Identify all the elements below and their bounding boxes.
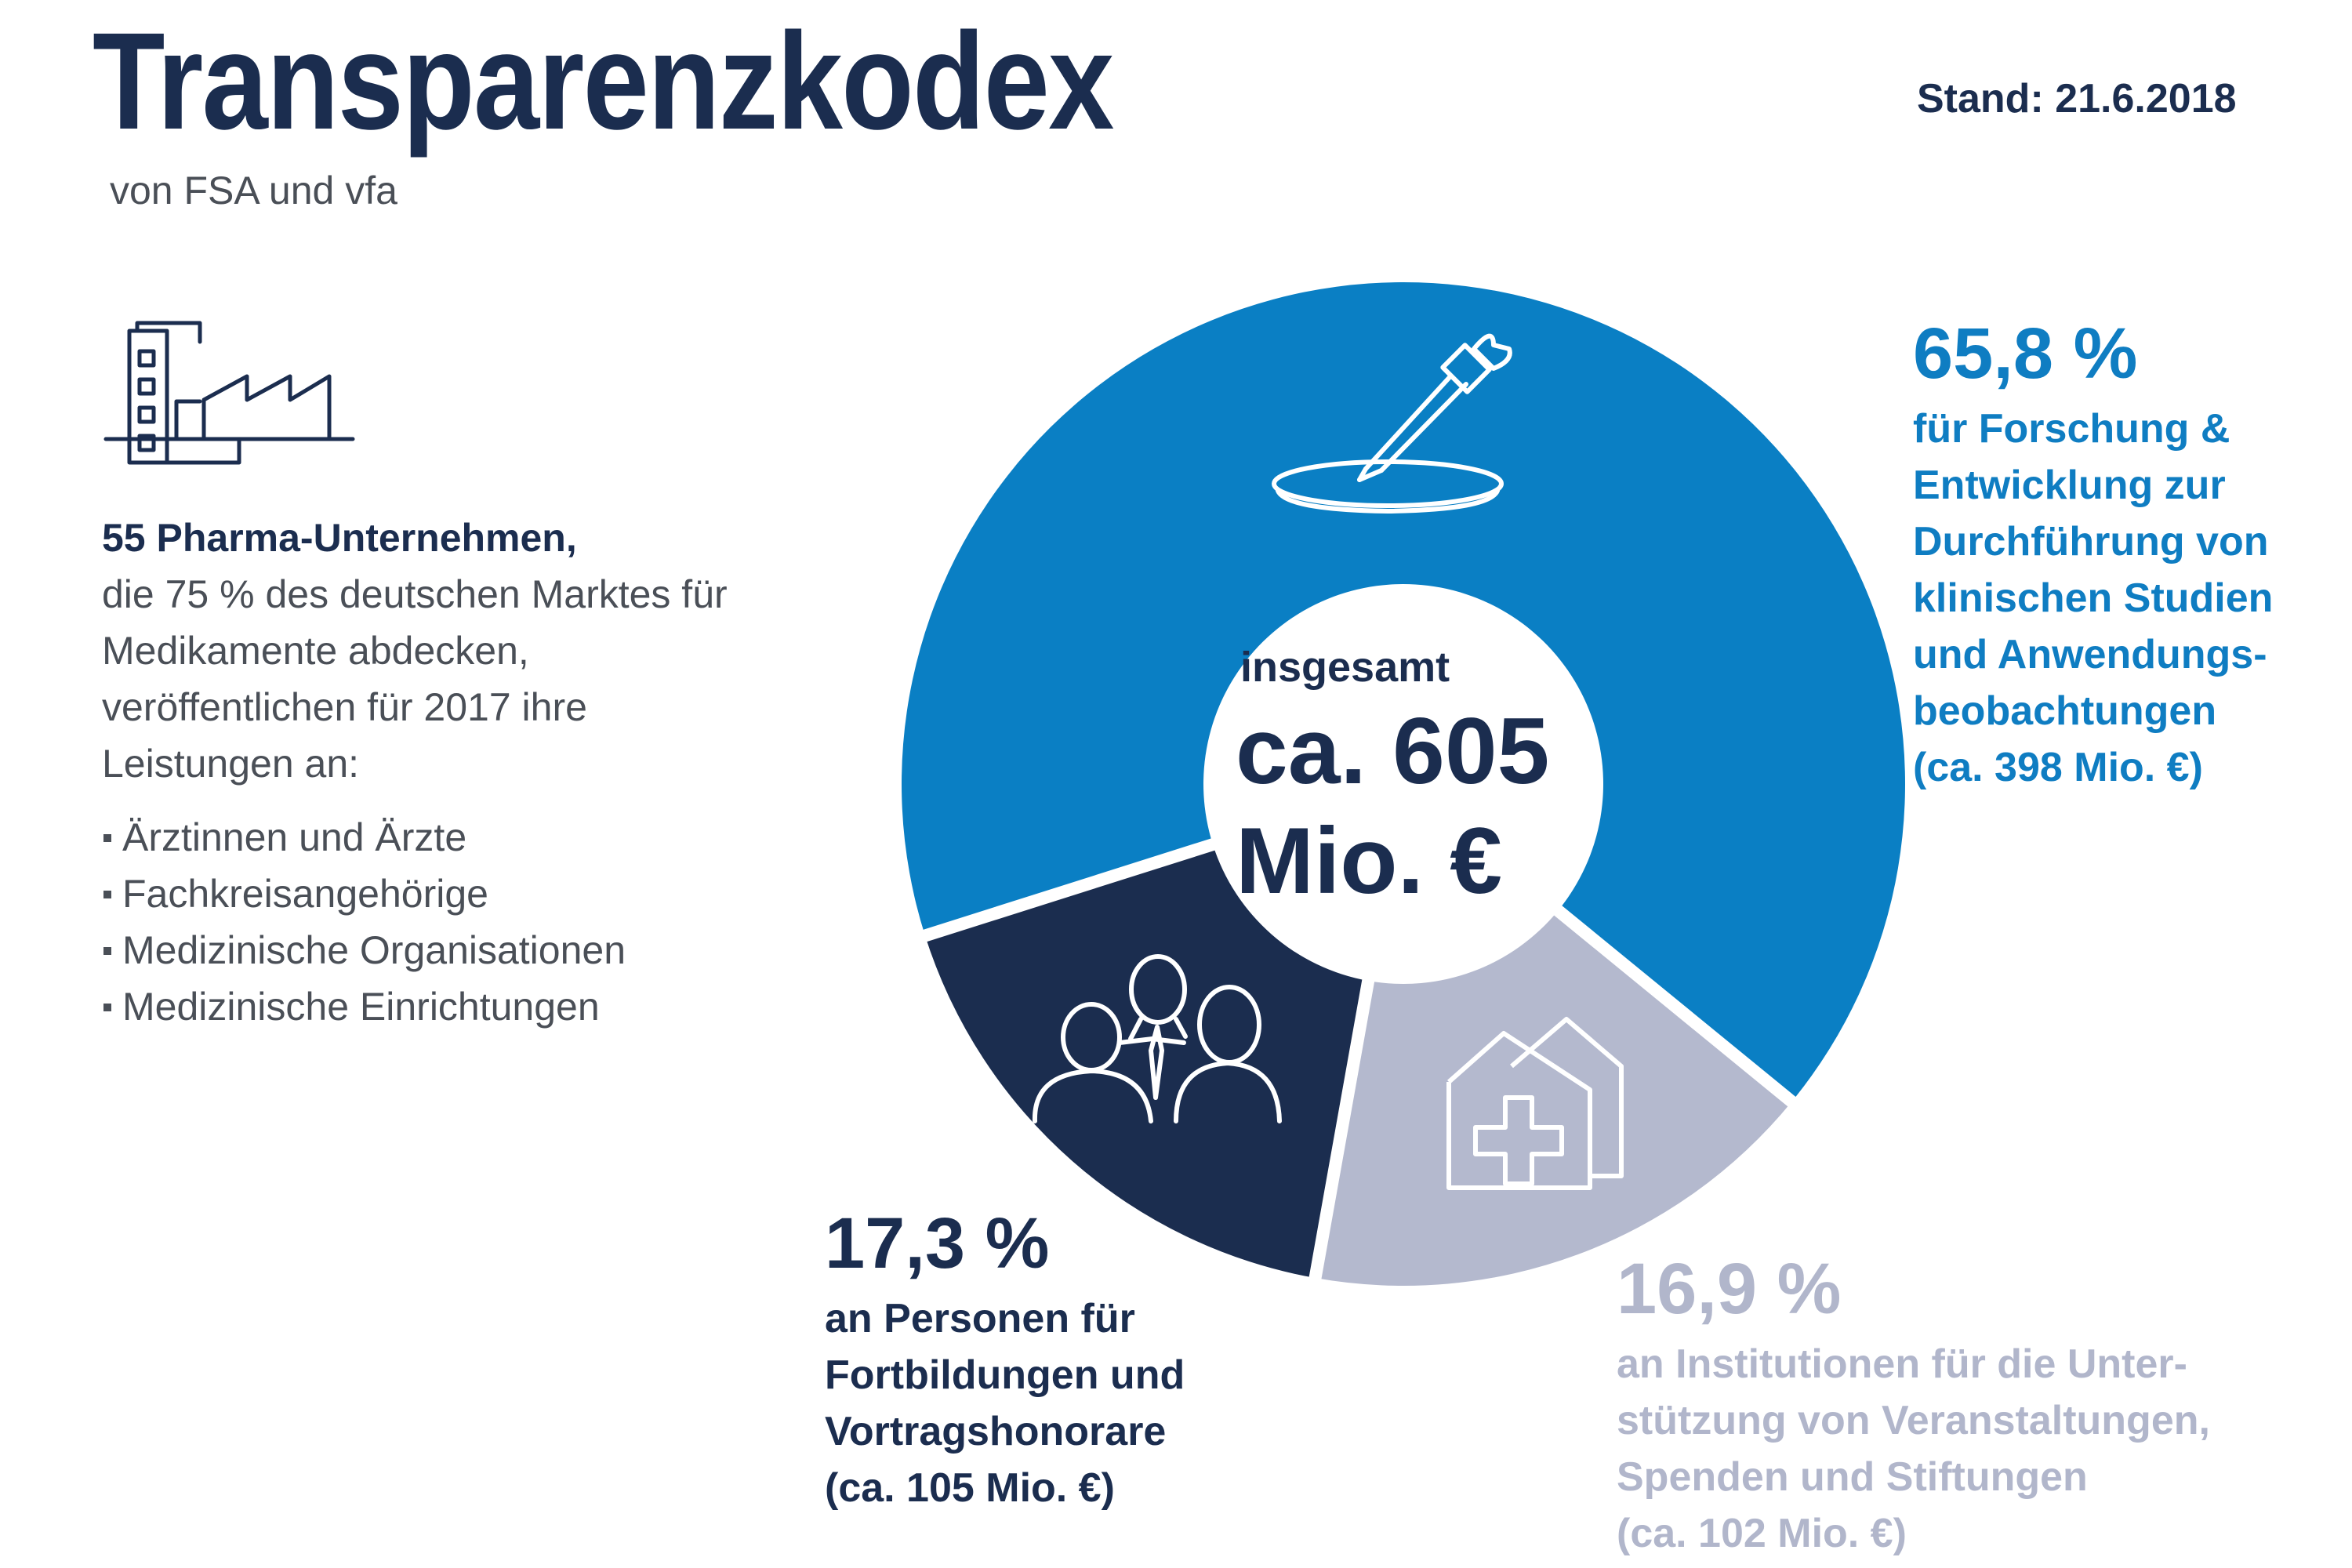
intro-list: Ärztinnen und Ärzte Fachkreisangehörige … [102,809,753,1035]
slice-label-persons: 17,3 % an Personen für Fortbildungen und… [825,1207,1311,1516]
factory-icon [103,321,355,465]
page-subtitle: von FSA und vfa [110,169,397,212]
pipette-petri-dish-icon [1272,333,1512,514]
chart-slices [902,281,1905,1286]
list-item: Ärztinnen und Ärzte [102,809,753,866]
total-value: ca. 605 Mio. € [1236,699,1550,913]
slice-separator [1308,975,1375,1283]
slice-label-research: 65,8 % für Forschung & Entwicklung zur D… [1913,318,2352,796]
slice-percent: 16,9 % [1617,1249,1842,1329]
slice-description: an Personen für Fortbildungen und Vortra… [825,1296,1185,1454]
people-group-icon [1032,954,1282,1123]
intro-lead: 55 Pharma-Unternehmen, [102,516,577,560]
date-stamp: Stand: 21.6.2018 [1917,76,2237,122]
slice-percent: 17,3 % [825,1203,1050,1283]
slice-separator [919,837,1219,943]
total-caption: insgesamt [1240,644,1450,691]
page-title: Transparenzkodex [93,5,1114,158]
slice-description: für Forschung & Entwicklung zur Durchfüh… [1913,406,2274,734]
list-item: Medizinische Organisationen [102,922,753,978]
slice-amount: (ca. 102 Mio. €) [1617,1511,1907,1556]
slice-separator [1551,903,1799,1109]
slice-percent: 65,8 % [1913,314,2138,394]
list-item: Medizinische Einrichtungen [102,978,753,1035]
slice-research [902,281,1905,1102]
slice-label-institutions: 16,9 % an Institutionen für die Unter-st… [1617,1253,2322,1562]
slice-amount: (ca. 105 Mio. €) [825,1465,1115,1511]
intro-body: die 75 % des deutschen Marktes für Medik… [102,572,728,786]
center-total: insgesamt ca. 605 Mio. € [1168,643,1639,916]
slice-description: an Institutionen für die Unter-stützung … [1617,1341,2210,1500]
slice-amount: (ca. 398 Mio. €) [1913,745,2203,790]
intro-text: 55 Pharma-Unternehmen, die 75 % des deut… [102,510,753,1035]
slice-persons [924,844,1369,1279]
hospital-icon [1446,1017,1624,1190]
list-item: Fachkreisangehörige [102,866,753,922]
